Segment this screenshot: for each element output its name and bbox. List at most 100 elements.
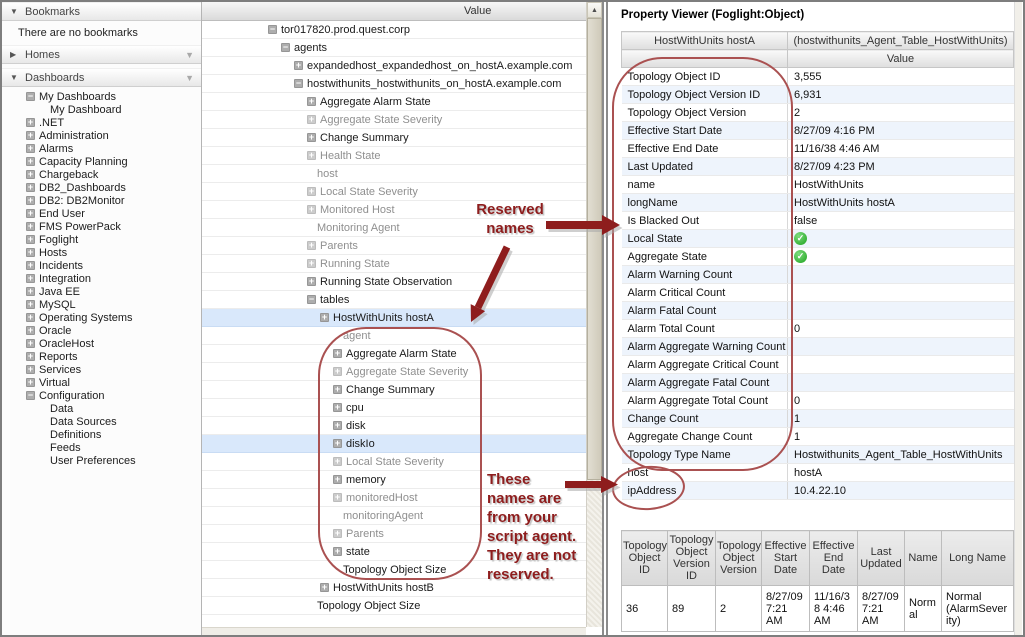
expand-box-icon[interactable]: + [307, 276, 316, 286]
sidebar-item[interactable]: Definitions [2, 428, 201, 441]
sidebar-item[interactable]: + OracleHost [2, 337, 201, 350]
sidebar-item[interactable]: + Alarms [2, 142, 201, 155]
sidebar-item[interactable]: − My Dashboards [2, 90, 201, 103]
expand-box-icon[interactable]: + [333, 348, 342, 358]
sidebar-item[interactable]: + FMS PowerPack [2, 220, 201, 233]
sidebar-item[interactable]: + Administration [2, 129, 201, 142]
homes-section-header[interactable]: ▶ Homes ▼ [2, 45, 201, 64]
sidebar-item[interactable]: − Configuration [2, 389, 201, 402]
sidebar-item[interactable]: + Integration [2, 272, 201, 285]
scroll-up-button[interactable]: ▲ [587, 2, 602, 18]
sidebar-item[interactable]: + Chargeback [2, 168, 201, 181]
expand-box-icon[interactable]: + [307, 240, 316, 250]
tree-row[interactable]: + Parents [202, 525, 602, 543]
sidebar-item[interactable]: + Foglight [2, 233, 201, 246]
expand-box-icon[interactable]: + [26, 351, 35, 361]
expand-box-icon[interactable]: + [26, 247, 35, 257]
expand-box-icon[interactable]: + [26, 169, 35, 179]
tree-row[interactable]: + Health State [202, 147, 602, 165]
collapse-box-icon[interactable]: − [294, 78, 303, 88]
sidebar-item[interactable]: + DB2: DB2Monitor [2, 194, 201, 207]
sidebar-item[interactable]: + Incidents [2, 259, 201, 272]
bookmarks-section-header[interactable]: ▼ Bookmarks [2, 2, 201, 21]
expand-box-icon[interactable]: + [307, 96, 316, 106]
expand-box-icon[interactable]: + [320, 582, 329, 592]
tree-row[interactable]: + Aggregate Alarm State [202, 93, 602, 111]
expand-box-icon[interactable]: + [307, 186, 316, 196]
expand-box-icon[interactable]: + [26, 143, 35, 153]
collapse-box-icon[interactable]: − [26, 91, 35, 101]
tree-row[interactable]: + Running State Observation [202, 273, 602, 291]
sidebar-item[interactable]: + MySQL [2, 298, 201, 311]
expand-box-icon[interactable]: + [26, 117, 35, 127]
expand-box-icon[interactable]: + [307, 114, 316, 124]
expand-box-icon[interactable]: + [333, 384, 342, 394]
tree-row[interactable]: + state [202, 543, 602, 561]
sidebar-item[interactable]: + DB2_Dashboards [2, 181, 201, 194]
expand-box-icon[interactable]: + [333, 474, 342, 484]
tree-row[interactable]: + Local State Severity [202, 183, 602, 201]
tree-row[interactable]: host [202, 165, 602, 183]
collapse-box-icon[interactable]: − [26, 390, 35, 400]
tree-row[interactable]: + Local State Severity [202, 453, 602, 471]
tree-row[interactable]: Monitoring Agent [202, 219, 602, 237]
expand-box-icon[interactable]: + [333, 456, 342, 466]
expand-box-icon[interactable]: + [26, 325, 35, 335]
expand-box-icon[interactable]: + [26, 156, 35, 166]
expand-box-icon[interactable]: + [333, 420, 342, 430]
tree-row[interactable]: + HostWithUnits hostB [202, 579, 602, 597]
expand-box-icon[interactable]: + [307, 258, 316, 268]
sidebar-item[interactable]: + .NET [2, 116, 201, 129]
sidebar-item[interactable]: User Preferences [2, 454, 201, 467]
expand-box-icon[interactable]: + [294, 60, 303, 70]
expand-box-icon[interactable]: + [26, 338, 35, 348]
tree-row[interactable]: + Aggregate State Severity [202, 363, 602, 381]
collapse-box-icon[interactable]: − [268, 24, 277, 34]
sidebar-item[interactable]: + Capacity Planning [2, 155, 201, 168]
expand-box-icon[interactable]: + [26, 195, 35, 205]
expand-box-icon[interactable]: + [26, 377, 35, 387]
expand-box-icon[interactable]: + [26, 182, 35, 192]
expand-box-icon[interactable]: + [26, 234, 35, 244]
tree-row[interactable]: − hostwithunits_hostwithunits_on_hostA.ex… [202, 75, 602, 93]
collapse-box-icon[interactable]: − [307, 294, 316, 304]
vertical-scrollbar[interactable]: ▲ [586, 2, 602, 627]
tree-row[interactable]: − tables [202, 291, 602, 309]
filter-dropdown-icon[interactable]: ▼ [185, 49, 194, 60]
sidebar-item[interactable]: Data Sources [2, 415, 201, 428]
expand-box-icon[interactable]: + [307, 132, 316, 142]
sidebar-item[interactable]: + Virtual [2, 376, 201, 389]
expand-box-icon[interactable]: + [333, 366, 342, 376]
scrollbar-thumb[interactable] [587, 18, 602, 480]
tree-row[interactable]: Topology Object Size [202, 597, 602, 615]
tree-row[interactable]: + Aggregate State Severity [202, 111, 602, 129]
tree-row[interactable]: + Parents [202, 237, 602, 255]
tree-row[interactable]: + Change Summary [202, 381, 602, 399]
sidebar-item[interactable]: + Hosts [2, 246, 201, 259]
expand-box-icon[interactable]: + [333, 546, 342, 556]
sidebar-item[interactable]: My Dashboard [2, 103, 201, 116]
expand-box-icon[interactable]: + [307, 204, 316, 214]
sidebar-item[interactable]: + Reports [2, 350, 201, 363]
expand-box-icon[interactable]: + [26, 260, 35, 270]
sidebar-item[interactable]: + End User [2, 207, 201, 220]
sidebar-item[interactable]: + Services [2, 363, 201, 376]
sidebar-item[interactable]: + Operating Systems [2, 311, 201, 324]
tree-row[interactable]: + disk [202, 417, 602, 435]
expand-box-icon[interactable]: + [307, 150, 316, 160]
tree-row[interactable]: + expandedhost_expandedhost_on_hostA.exam… [202, 57, 602, 75]
horizontal-scrollbar[interactable] [202, 627, 586, 635]
tree-row[interactable]: + diskIo [202, 435, 602, 453]
tree-row[interactable]: + monitoredHost [202, 489, 602, 507]
sidebar-item[interactable]: + Oracle [2, 324, 201, 337]
expand-box-icon[interactable]: + [320, 312, 329, 322]
expand-box-icon[interactable]: + [333, 528, 342, 538]
expand-box-icon[interactable]: + [333, 492, 342, 502]
expand-box-icon[interactable]: + [26, 273, 35, 283]
expand-box-icon[interactable]: + [26, 208, 35, 218]
collapse-box-icon[interactable]: − [281, 42, 290, 52]
tree-row[interactable]: agent [202, 327, 602, 345]
expand-box-icon[interactable]: + [26, 221, 35, 231]
tree-row[interactable]: + Aggregate Alarm State [202, 345, 602, 363]
expand-box-icon[interactable]: + [333, 402, 342, 412]
